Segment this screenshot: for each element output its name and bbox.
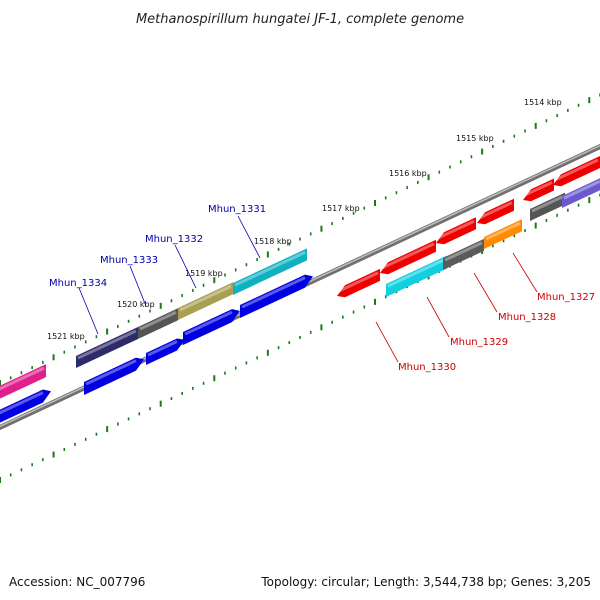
gene-highlight (531, 195, 564, 213)
gene-blue (183, 309, 240, 345)
gene-highlight (563, 179, 600, 200)
gene-highlight (444, 241, 483, 262)
gene-highlight (77, 329, 137, 360)
topology-summary: Topology: circular; Length: 3,544,738 bp… (260, 575, 591, 589)
accession-text: Accession: NC_007796 (9, 575, 145, 589)
tick-rows (0, 93, 600, 483)
tick-label-1514: 1514 kbp (524, 98, 562, 107)
gene-highlight (241, 276, 306, 309)
label-mhun-1334: Mhun_1334 (49, 278, 107, 289)
gene-highlight (234, 250, 306, 287)
tick-label-1515: 1515 kbp (456, 134, 494, 143)
gene-highlight (0, 366, 45, 391)
gene-labels: Mhun_1331 Mhun_1332 Mhun_1333 Mhun_1334 … (49, 204, 595, 373)
label-mhun-1330: Mhun_1330 (398, 362, 456, 373)
gene-highlight (85, 359, 137, 386)
gene-features (0, 156, 600, 423)
gene-red (523, 178, 554, 202)
gene-highlight (485, 221, 521, 241)
label-mhun-1331: Mhun_1331 (208, 204, 266, 215)
gene-blue (84, 357, 144, 395)
gene-blue (146, 338, 185, 365)
gene-orange (484, 219, 522, 249)
genome-title: Methanospirillum hungatei JF-1, complete… (136, 12, 464, 27)
gene-highlight (381, 242, 435, 270)
gene-slate-blue (562, 178, 600, 208)
label-mhun-1329: Mhun_1329 (450, 337, 508, 348)
gene-blue (0, 389, 51, 423)
gene-blue (240, 274, 313, 318)
gene-highlight (554, 158, 599, 182)
tick-label-1520: 1520 kbp (117, 300, 155, 309)
tick-label-1517: 1517 kbp (322, 204, 360, 213)
kbp-labels: 1514 kbp 1515 kbp 1516 kbp 1517 kbp 1518… (47, 98, 562, 341)
gene-red (337, 268, 380, 298)
gene-highlight (478, 201, 513, 220)
gene-red (436, 217, 476, 245)
tick-label-1518: 1518 kbp (254, 237, 292, 246)
gene-highlight (524, 181, 553, 197)
gene-gray (138, 308, 178, 339)
label-mhun-1327: Mhun_1327 (537, 292, 595, 303)
gene-gray (443, 238, 484, 270)
label-mhun-1333: Mhun_1333 (100, 255, 158, 266)
tick-label-1521: 1521 kbp (47, 332, 85, 341)
gene-highlight (179, 284, 232, 312)
tick-label-1516: 1516 kbp (389, 169, 427, 178)
gene-olive (178, 282, 233, 320)
gene-red (477, 198, 514, 225)
gene-red (553, 156, 600, 187)
gene-highlight (184, 310, 233, 336)
gene-pink (0, 364, 46, 399)
label-mhun-1332: Mhun_1332 (145, 234, 203, 245)
gene-cyan-mhun-1331 (233, 248, 307, 295)
gene-dark-purple (76, 327, 138, 368)
gene-highlight (338, 271, 379, 293)
gene-highlight (437, 219, 475, 240)
gene-gray (530, 192, 565, 221)
gene-highlight (0, 391, 44, 415)
gene-cyan-mhun-1330 (386, 255, 447, 297)
gene-red (380, 239, 436, 275)
gene-highlight (147, 340, 178, 357)
gene-highlight (139, 310, 177, 331)
gene-highlight (387, 258, 446, 288)
label-mhun-1328: Mhun_1328 (498, 312, 556, 323)
tick-label-1519: 1519 kbp (185, 269, 223, 278)
